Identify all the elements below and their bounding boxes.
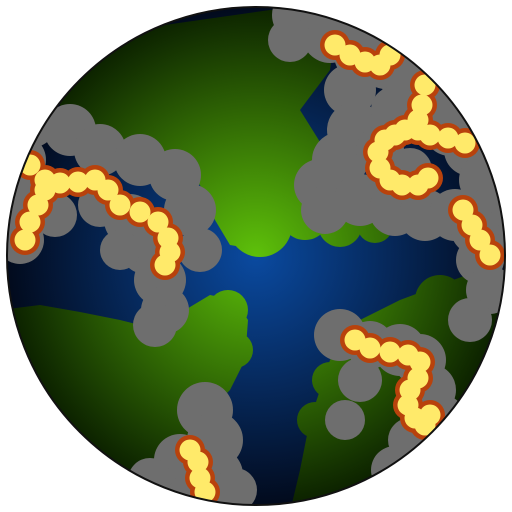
- lava-core: [454, 132, 476, 154]
- rock-blob: [324, 64, 376, 116]
- lava-core: [437, 127, 459, 149]
- rock-blob: [213, 468, 257, 505]
- lava-core: [379, 341, 401, 363]
- lava-core: [187, 451, 209, 473]
- lava-core: [391, 174, 413, 196]
- rock-blob: [164, 184, 216, 236]
- lava-core: [97, 179, 119, 201]
- lava-core: [67, 171, 89, 193]
- rock-blob: [128, 458, 172, 502]
- rock-blob: [448, 298, 492, 342]
- rock-blob: [371, 446, 419, 494]
- lava-core: [109, 194, 131, 216]
- lava-core: [27, 194, 49, 216]
- rock-blob: [338, 358, 382, 402]
- rock-blob: [74, 124, 126, 176]
- lava-core: [147, 211, 169, 233]
- lava-core: [419, 124, 441, 146]
- lava-core: [154, 254, 176, 276]
- lava-core: [359, 337, 381, 359]
- lava-core: [409, 351, 431, 373]
- planet-outline: [6, 6, 506, 506]
- lava-core: [367, 141, 389, 163]
- lava-core: [19, 154, 41, 176]
- rock-blob: [268, 18, 312, 62]
- lava-core: [469, 229, 491, 251]
- lava-core: [194, 481, 216, 503]
- lava-core: [414, 74, 436, 96]
- lava-core: [324, 34, 346, 56]
- rock-blob: [133, 303, 177, 347]
- lava-core: [379, 44, 401, 66]
- rock-blob: [408, 468, 452, 505]
- lava-core: [417, 167, 439, 189]
- lava-core: [14, 229, 36, 251]
- rock-blob: [440, 450, 480, 490]
- rock-blob: [178, 228, 222, 272]
- lava-core: [19, 211, 41, 233]
- rock-blob: [325, 400, 365, 440]
- lava-core: [419, 404, 441, 426]
- lava-core: [479, 244, 501, 266]
- lava-core: [129, 201, 151, 223]
- rock-blob: [100, 230, 140, 270]
